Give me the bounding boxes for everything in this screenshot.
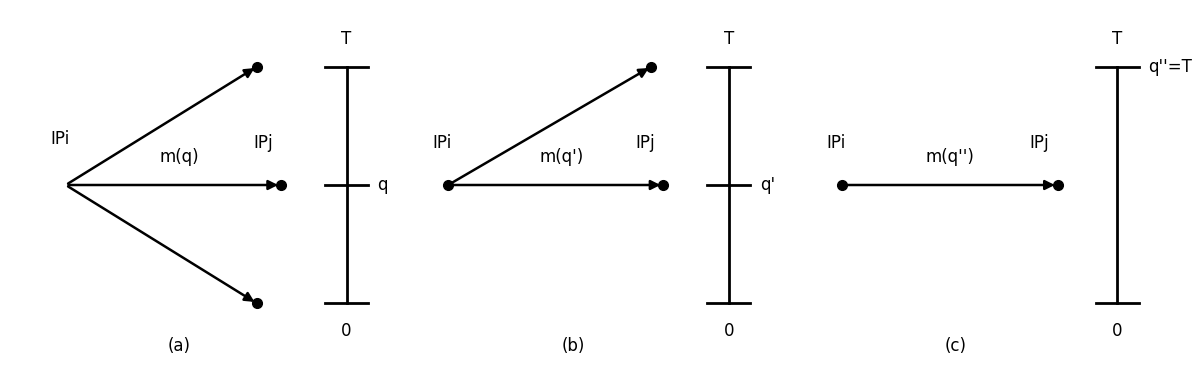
Text: 0: 0 — [724, 322, 734, 340]
Text: T: T — [342, 30, 351, 48]
Text: IPj: IPj — [253, 134, 272, 152]
Text: q': q' — [760, 176, 776, 194]
Text: q''=T: q''=T — [1148, 58, 1193, 75]
Text: (c): (c) — [945, 337, 967, 355]
Text: m(q'): m(q') — [539, 148, 584, 166]
Text: m(q): m(q) — [159, 148, 200, 166]
Text: IPi: IPi — [50, 130, 69, 148]
Text: IPi: IPi — [433, 134, 452, 152]
Text: (a): (a) — [167, 337, 191, 355]
Text: 0: 0 — [342, 322, 351, 340]
Text: m(q''): m(q'') — [926, 148, 974, 166]
Text: q: q — [378, 176, 388, 194]
Text: T: T — [724, 30, 734, 48]
Text: IPj: IPj — [1030, 134, 1049, 152]
Text: (b): (b) — [562, 337, 586, 355]
Text: IPj: IPj — [636, 134, 655, 152]
Text: IPi: IPi — [827, 134, 846, 152]
Text: T: T — [1113, 30, 1122, 48]
Text: 0: 0 — [1113, 322, 1122, 340]
